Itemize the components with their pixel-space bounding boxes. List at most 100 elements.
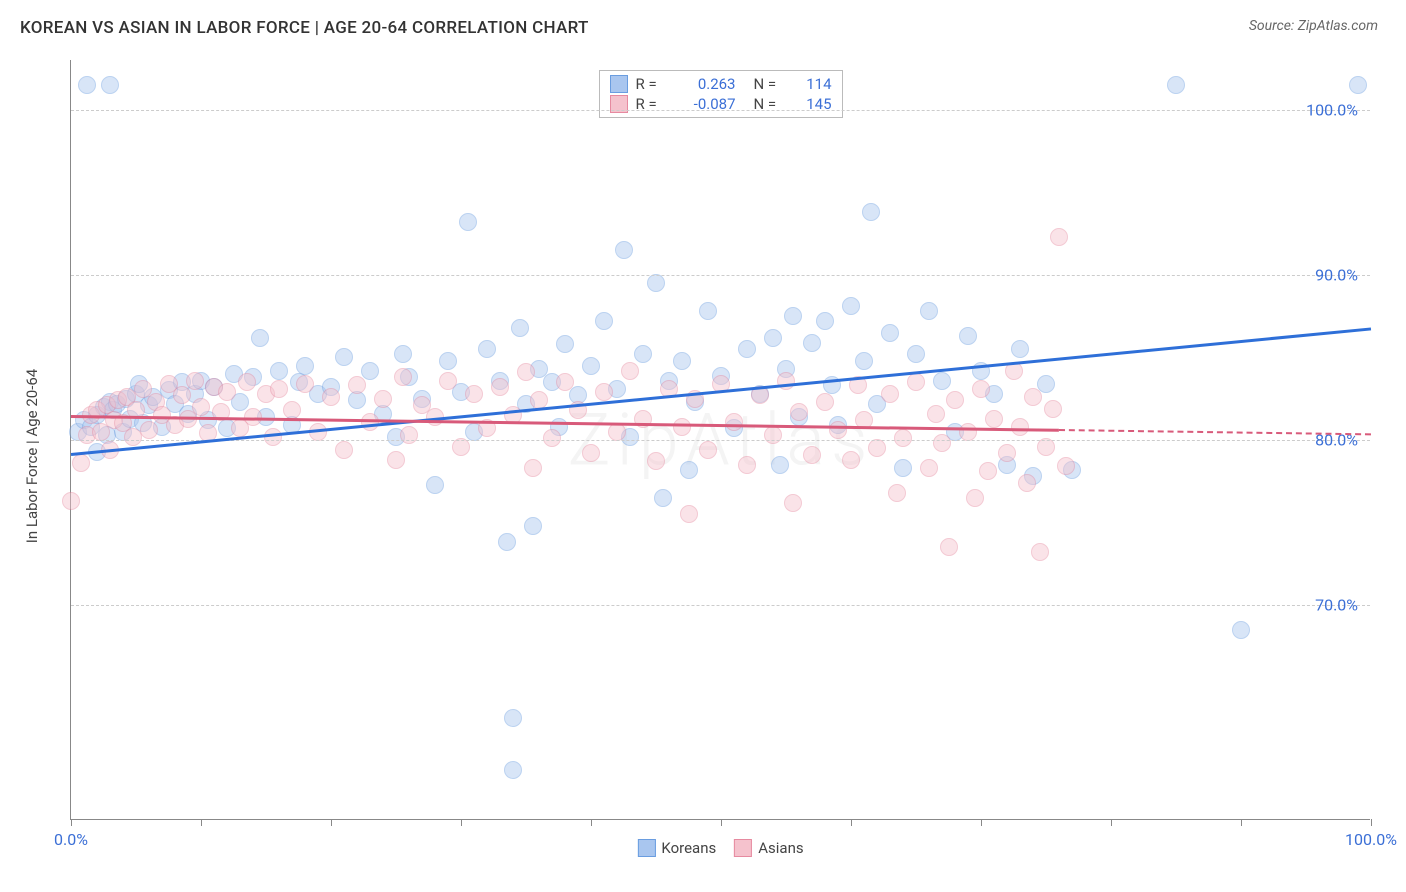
- scatter-point: [478, 340, 496, 358]
- scatter-point: [998, 444, 1016, 462]
- scatter-point: [595, 312, 613, 330]
- scatter-point: [634, 345, 652, 363]
- x-tick-label: 0.0%: [54, 830, 88, 849]
- scatter-point: [251, 329, 269, 347]
- scatter-point: [465, 385, 483, 403]
- gridline: [71, 275, 1370, 276]
- scatter-point: [517, 363, 535, 381]
- scatter-point: [173, 386, 191, 404]
- swatch-asians-legend: [734, 839, 752, 857]
- scatter-point: [816, 312, 834, 330]
- scatter-point: [881, 385, 899, 403]
- scatter-point: [387, 451, 405, 469]
- scatter-point: [459, 213, 477, 231]
- scatter-point: [764, 426, 782, 444]
- x-tick: [331, 819, 332, 826]
- scatter-point: [72, 454, 90, 472]
- swatch-koreans-legend: [637, 839, 655, 857]
- scatter-point: [979, 462, 997, 480]
- plot-area: ZipAtlas R = 0.263 N = 114 R = -0.087 N …: [70, 60, 1370, 820]
- scatter-point: [186, 372, 204, 390]
- source-credit: Source: ZipAtlas.com: [1249, 18, 1378, 34]
- scatter-point: [140, 421, 158, 439]
- scatter-point: [582, 357, 600, 375]
- scatter-point: [803, 334, 821, 352]
- scatter-point: [511, 319, 529, 337]
- legend-koreans: Koreans: [637, 839, 716, 857]
- scatter-point: [842, 451, 860, 469]
- scatter-point: [270, 380, 288, 398]
- scatter-point: [498, 533, 516, 551]
- x-tick: [721, 819, 722, 826]
- scatter-point: [673, 418, 691, 436]
- scatter-point: [842, 297, 860, 315]
- scatter-point: [101, 76, 119, 94]
- scatter-point: [491, 378, 509, 396]
- scatter-point: [394, 345, 412, 363]
- scatter-point: [829, 421, 847, 439]
- scatter-point: [738, 340, 756, 358]
- scatter-point: [959, 327, 977, 345]
- scatter-point: [784, 494, 802, 512]
- correlation-scatter-chart: In Labor Force | Age 20-64 ZipAtlas R = …: [20, 50, 1386, 862]
- scatter-point: [1011, 418, 1029, 436]
- scatter-point: [1167, 76, 1185, 94]
- scatter-point: [907, 345, 925, 363]
- scatter-point: [1024, 388, 1042, 406]
- scatter-point: [361, 413, 379, 431]
- x-tick: [461, 819, 462, 826]
- scatter-point: [647, 274, 665, 292]
- scatter-point: [439, 352, 457, 370]
- legend-label-asians: Asians: [758, 839, 803, 857]
- scatter-point: [699, 302, 717, 320]
- scatter-point: [680, 505, 698, 523]
- gridline: [71, 605, 1370, 606]
- scatter-point: [881, 324, 899, 342]
- scatter-point: [1050, 228, 1068, 246]
- scatter-point: [524, 517, 542, 535]
- scatter-point: [394, 368, 412, 386]
- scatter-point: [1018, 474, 1036, 492]
- scatter-point: [264, 428, 282, 446]
- scatter-point: [1011, 340, 1029, 358]
- scatter-point: [374, 390, 392, 408]
- scatter-point: [296, 375, 314, 393]
- x-tick: [71, 819, 72, 826]
- n-value-koreans: 114: [792, 75, 832, 93]
- scatter-point: [556, 373, 574, 391]
- scatter-point: [725, 413, 743, 431]
- scatter-point: [855, 352, 873, 370]
- scatter-point: [868, 439, 886, 457]
- scatter-point: [615, 241, 633, 259]
- scatter-point: [933, 434, 951, 452]
- x-tick: [1371, 819, 1372, 826]
- n-label: N =: [754, 75, 784, 93]
- scatter-point: [959, 423, 977, 441]
- swatch-koreans: [610, 75, 628, 93]
- gridline: [71, 440, 1370, 441]
- scatter-point: [784, 307, 802, 325]
- correlation-stats-box: R = 0.263 N = 114 R = -0.087 N = 145: [599, 70, 843, 118]
- scatter-point: [946, 391, 964, 409]
- scatter-point: [322, 388, 340, 406]
- scatter-point: [972, 380, 990, 398]
- scatter-point: [966, 489, 984, 507]
- x-tick: [1111, 819, 1112, 826]
- scatter-point: [218, 383, 236, 401]
- x-tick: [591, 819, 592, 826]
- legend-label-koreans: Koreans: [661, 839, 716, 857]
- scatter-point: [504, 709, 522, 727]
- scatter-point: [1349, 76, 1367, 94]
- scatter-point: [335, 441, 353, 459]
- x-tick: [1241, 819, 1242, 826]
- gridline: [71, 110, 1370, 111]
- scatter-point: [920, 302, 938, 320]
- x-tick: [851, 819, 852, 826]
- scatter-point: [803, 446, 821, 464]
- stats-row-koreans: R = 0.263 N = 114: [610, 75, 832, 93]
- scatter-point: [608, 423, 626, 441]
- scatter-point: [940, 538, 958, 556]
- x-tick: [201, 819, 202, 826]
- scatter-point: [1031, 543, 1049, 561]
- scatter-point: [595, 383, 613, 401]
